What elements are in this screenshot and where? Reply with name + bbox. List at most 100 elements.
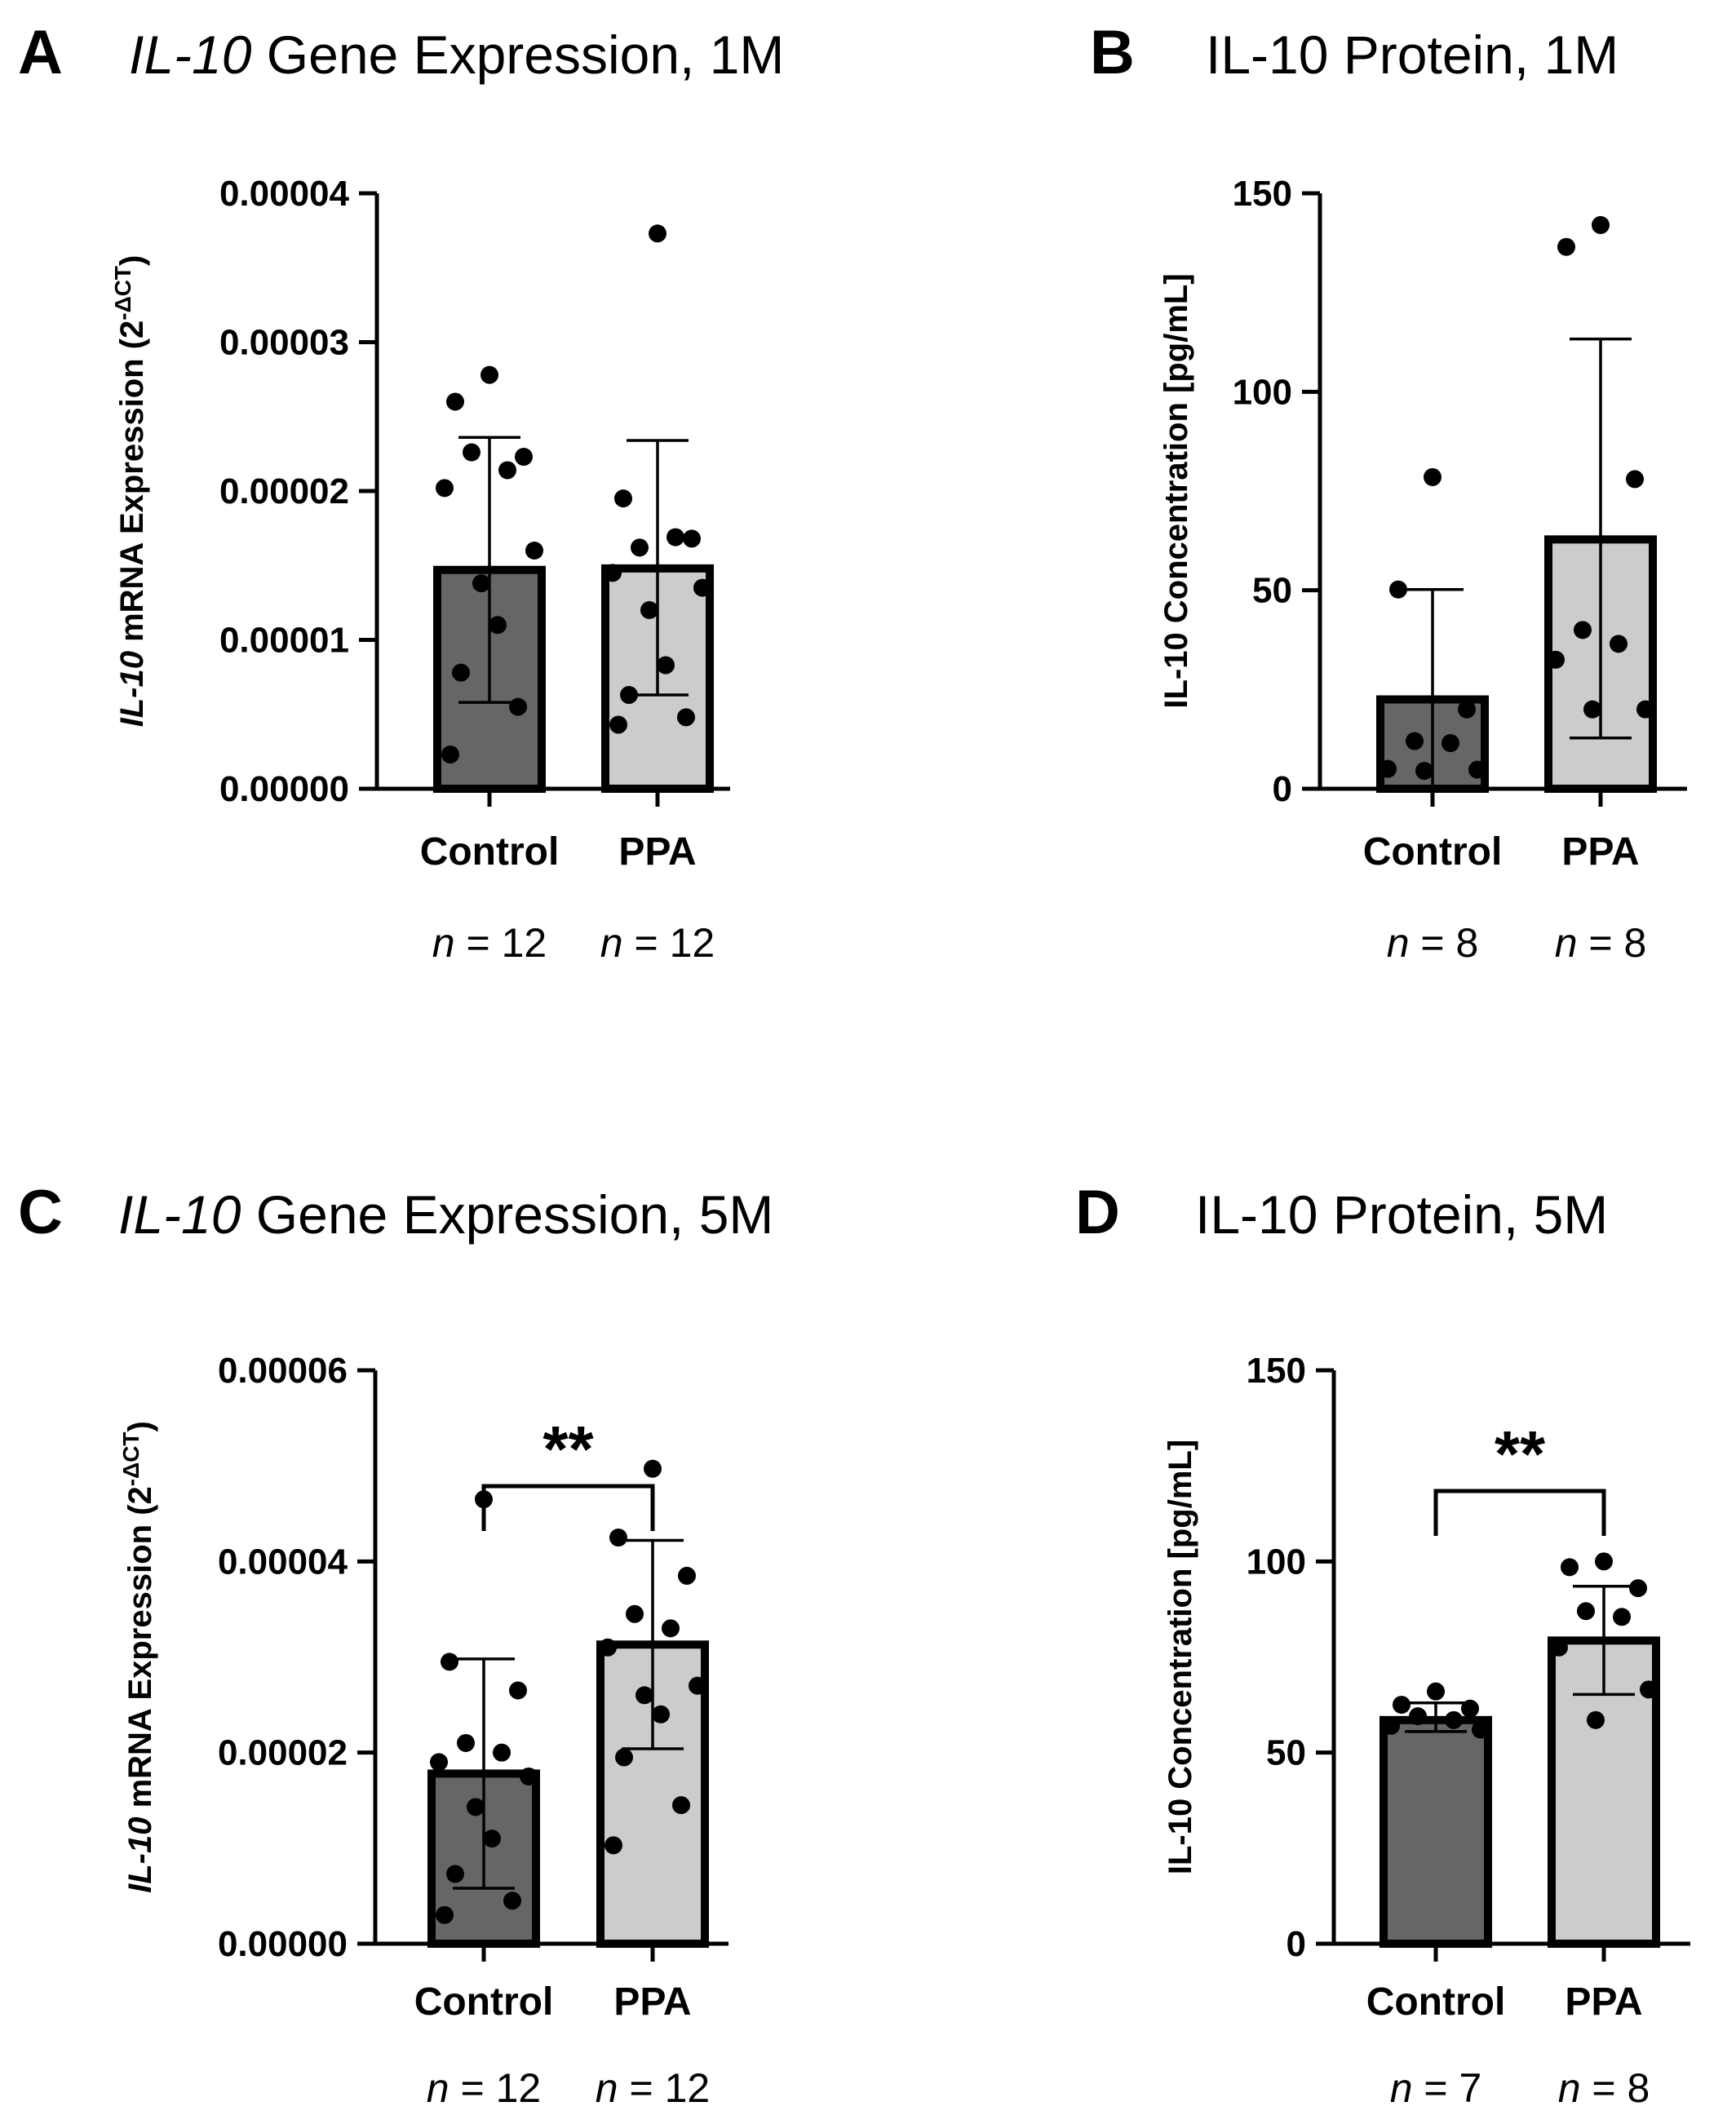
- sample-size-label: n = 8: [1555, 920, 1647, 966]
- data-point-ppa: [599, 1638, 617, 1657]
- y-tick-label: 50: [1266, 1733, 1306, 1773]
- data-point-ppa: [1629, 1579, 1647, 1598]
- y-axis-title: IL-10 Concentration [pg/mL]: [1158, 273, 1194, 708]
- y-axis-title-superscript: -ΔCT: [118, 1431, 144, 1486]
- data-point-control: [463, 443, 480, 462]
- data-point-control: [467, 1798, 485, 1816]
- panel-d: D IL-10 Protein, 5M IL-10 Concentration [p…: [1075, 1178, 1690, 2111]
- data-point-control: [503, 1892, 521, 1910]
- significance-bracket: [481, 1484, 655, 1531]
- x-category-label: PPA: [613, 1980, 691, 2024]
- panel-title-text: Gene Expression, 1M: [251, 24, 784, 85]
- sample-size-value: = 8: [1581, 2065, 1650, 2111]
- panel-title: IL-10 Protein, 5M: [1195, 1184, 1608, 1245]
- significance-label: **: [1495, 1418, 1546, 1490]
- data-point-ppa: [1587, 1710, 1605, 1729]
- data-point-ppa: [1577, 1602, 1595, 1621]
- y-axis-title: IL-10 Concentration [pg/mL]: [1162, 1440, 1198, 1874]
- data-point-ppa: [677, 708, 695, 727]
- sample-size-n: n: [600, 920, 623, 966]
- data-point-control: [509, 1681, 527, 1700]
- data-point-control: [436, 479, 454, 498]
- y-tick-label: 0.00000: [219, 769, 349, 809]
- sample-size-label: n = 8: [1387, 920, 1479, 966]
- data-point-control: [457, 1733, 475, 1752]
- data-point-ppa: [678, 1566, 696, 1585]
- data-point-ppa: [1574, 621, 1592, 639]
- x-category-label: Control: [1363, 830, 1503, 874]
- significance-bracket: [1433, 1489, 1606, 1536]
- data-point-control: [472, 574, 490, 593]
- sample-size-label: n = 7: [1390, 2065, 1482, 2111]
- sample-size-value: = 12: [450, 2065, 542, 2111]
- x-category-label: Control: [414, 1980, 554, 2024]
- data-point-ppa: [666, 528, 684, 546]
- data-point-control: [430, 1753, 448, 1772]
- data-point-ppa: [644, 1459, 662, 1478]
- data-point-control: [498, 461, 516, 480]
- data-point-ppa: [1636, 700, 1654, 719]
- data-point-ppa: [1613, 1608, 1631, 1626]
- data-point-control: [436, 1905, 454, 1924]
- y-axis-title-text: mRNA Expression (2: [114, 321, 150, 651]
- x-category-label: Control: [1366, 1980, 1506, 2024]
- data-point-control: [1468, 760, 1486, 779]
- data-point-control: [515, 448, 533, 467]
- data-point-ppa: [1592, 215, 1610, 234]
- panel-letter: B: [1090, 18, 1135, 87]
- data-point-control: [493, 1743, 511, 1762]
- data-point-control: [1461, 1699, 1479, 1718]
- data-point-ppa: [614, 489, 632, 508]
- sample-size-value: = 12: [455, 920, 547, 966]
- y-tick-label: 0.00001: [219, 621, 349, 661]
- sample-size-n: n: [1387, 920, 1410, 966]
- data-point-control: [1389, 580, 1407, 599]
- data-point-ppa: [620, 686, 638, 705]
- data-point-ppa: [672, 1796, 690, 1815]
- panel-b: B IL-10 Protein, 1M IL-10 Concentration [p…: [1090, 18, 1687, 966]
- sample-size-n: n: [1390, 2065, 1413, 2111]
- y-axis-title: IL-10 mRNA Expression (2-ΔCT): [118, 1421, 159, 1893]
- sample-size-n: n: [596, 2065, 618, 2111]
- data-point-ppa: [1640, 1680, 1658, 1699]
- data-point-ppa: [683, 529, 701, 548]
- data-point-control: [1472, 1720, 1490, 1739]
- y-axis-title-text: mRNA Expression (2: [122, 1486, 158, 1816]
- data-point-ppa: [657, 656, 675, 675]
- y-tick-label: 100: [1233, 372, 1292, 412]
- sample-size-n: n: [432, 920, 455, 966]
- panel-title-text: IL-10 Protein, 5M: [1195, 1184, 1608, 1245]
- data-point-control: [1445, 1710, 1463, 1729]
- sample-size-label: n = 8: [1558, 2065, 1650, 2111]
- y-tick-label: 0.00004: [219, 174, 350, 214]
- x-category-label: Control: [420, 830, 560, 874]
- y-axis-title: IL-10 mRNA Expression (2-ΔCT): [110, 255, 151, 728]
- sample-size-value: = 12: [623, 920, 715, 966]
- y-axis-title-text: IL-10 Concentration [pg/mL]: [1162, 1440, 1198, 1874]
- y-tick-label: 0.00006: [218, 1351, 348, 1391]
- panel-title-italic: IL-10: [129, 24, 252, 85]
- y-tick-label: 150: [1233, 174, 1292, 214]
- data-point-ppa: [652, 1705, 670, 1723]
- panel-title: IL-10 Gene Expression, 5M: [118, 1184, 773, 1245]
- data-point-ppa: [604, 564, 622, 582]
- y-axis-title-italic: IL-10: [114, 651, 150, 727]
- data-point-control: [483, 1830, 501, 1848]
- y-axis-title-close: ): [122, 1421, 158, 1431]
- data-point-control: [441, 746, 459, 764]
- sample-size-n: n: [1558, 2065, 1581, 2111]
- data-point-ppa: [1595, 1552, 1613, 1571]
- data-point-control: [509, 697, 527, 716]
- y-tick-label: 0.00003: [219, 323, 349, 363]
- panel-title: IL-10 Gene Expression, 1M: [129, 24, 784, 85]
- y-axis-title-text: IL-10 Concentration [pg/mL]: [1158, 273, 1194, 708]
- data-point-ppa: [604, 1836, 622, 1855]
- data-point-control: [1382, 1716, 1400, 1735]
- y-axis-title-italic: IL-10: [122, 1817, 158, 1893]
- y-tick-label: 0.00000: [218, 1924, 348, 1964]
- data-point-ppa: [640, 601, 658, 619]
- data-point-control: [1427, 1682, 1445, 1701]
- y-axis-title-close: ): [114, 255, 150, 266]
